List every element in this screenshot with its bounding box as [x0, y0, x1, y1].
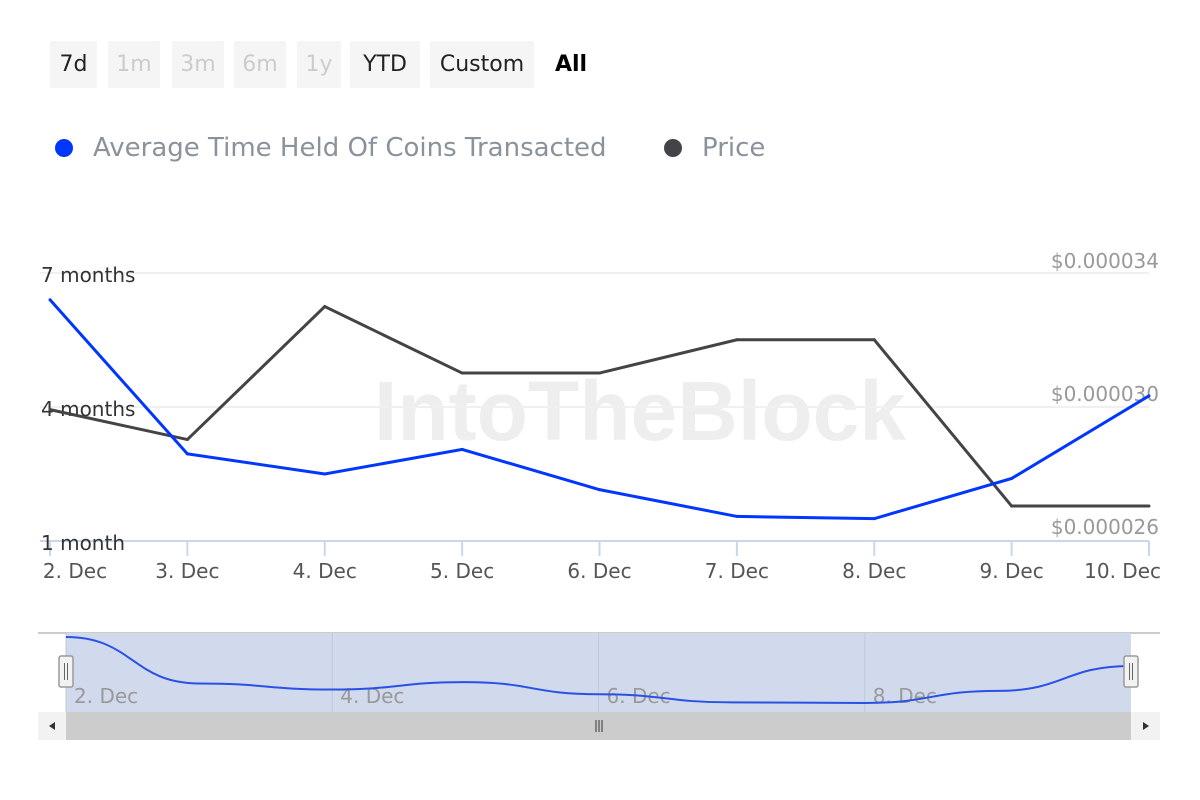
scroll-right-arrow-icon[interactable]: [1143, 722, 1149, 730]
avg-time-held-point[interactable]: [735, 514, 739, 518]
range-button-1m: 1m: [108, 41, 160, 88]
range-button-3m: 3m: [172, 41, 224, 88]
avg-time-held-point[interactable]: [872, 517, 876, 521]
y-left-tick-label: 1 month: [41, 531, 125, 555]
x-tick-label: 6. Dec: [567, 559, 631, 583]
avg-time-held-point[interactable]: [323, 472, 327, 476]
navigator-label: 2. Dec: [74, 684, 138, 708]
y-left-tick-label: 7 months: [41, 263, 135, 287]
avg-time-held-point[interactable]: [48, 298, 52, 302]
legend-dot-icon: [664, 139, 682, 157]
y-right-tick-label: $0.000030: [1051, 382, 1159, 406]
scroll-left-arrow-icon[interactable]: [49, 722, 55, 730]
price-point[interactable]: [735, 338, 739, 342]
x-tick-label: 4. Dec: [293, 559, 357, 583]
x-tick-label: 3. Dec: [155, 559, 219, 583]
x-tick-label: 7. Dec: [705, 559, 769, 583]
price-point[interactable]: [598, 371, 601, 375]
legend-item-price[interactable]: Price: [664, 133, 765, 163]
avg-time-held-point[interactable]: [598, 488, 601, 492]
watermark: IntoTheBlock: [374, 364, 906, 458]
legend-dot-icon: [55, 139, 73, 157]
legend-item-avg-time-held[interactable]: Average Time Held Of Coins Transacted: [55, 133, 607, 163]
range-button-7d[interactable]: 7d: [50, 41, 97, 88]
price-point[interactable]: [323, 305, 327, 309]
price-point[interactable]: [460, 371, 464, 375]
x-tick-label: 10. Dec: [1084, 559, 1161, 583]
x-tick-label: 5. Dec: [430, 559, 494, 583]
y-right-tick-label: $0.000026: [1051, 515, 1159, 539]
y-right-tick-label: $0.000034: [1051, 249, 1159, 273]
price-point[interactable]: [872, 338, 876, 342]
range-button-custom[interactable]: Custom: [430, 41, 534, 88]
range-button-6m: 6m: [234, 41, 286, 88]
range-button-1y: 1y: [297, 41, 341, 88]
navigator-handle-right[interactable]: [1123, 655, 1139, 688]
navigator-series-line: [65, 636, 1132, 705]
avg-time-held-point[interactable]: [185, 452, 189, 456]
range-button-ytd[interactable]: YTD: [350, 41, 420, 88]
navigator-handle-left[interactable]: [58, 655, 74, 688]
x-tick-label: 8. Dec: [842, 559, 906, 583]
price-point[interactable]: [185, 438, 189, 442]
navigator-label: 8. Dec: [873, 684, 937, 708]
avg-time-held-point[interactable]: [460, 447, 464, 451]
x-tick-label: 9. Dec: [980, 559, 1044, 583]
range-button-all[interactable]: All: [546, 41, 596, 88]
avg-time-held-point[interactable]: [1147, 394, 1151, 398]
price-point[interactable]: [1010, 504, 1014, 508]
avg-time-held-point[interactable]: [1010, 476, 1014, 480]
price-point[interactable]: [48, 408, 52, 412]
price-point[interactable]: [1147, 504, 1151, 508]
x-tick-label: 2. Dec: [43, 559, 107, 583]
